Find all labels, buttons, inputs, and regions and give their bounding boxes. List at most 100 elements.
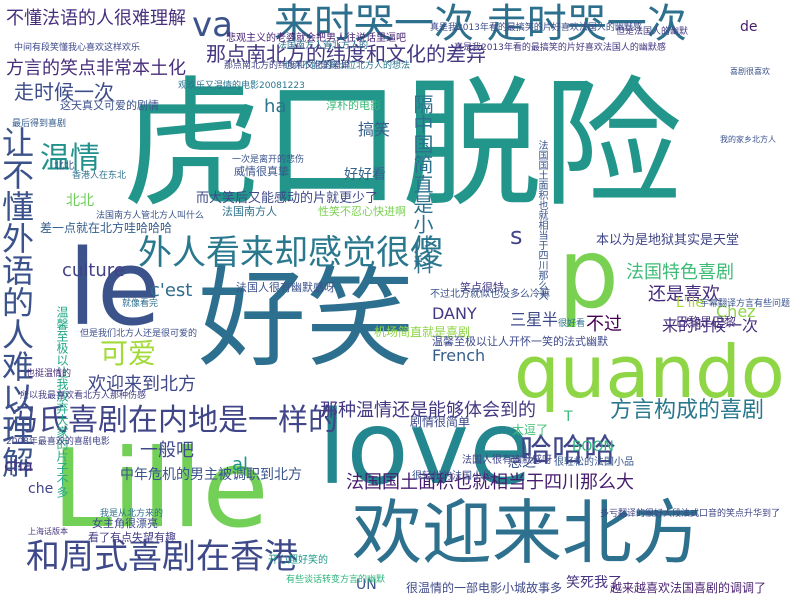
cloud-word: 威情很真挚	[234, 165, 289, 178]
cloud-word: 笑死我了	[566, 575, 622, 591]
cloud-word: 法国人很有幽默感呀	[236, 281, 335, 294]
cloud-word: 搞笑	[358, 120, 391, 139]
cloud-word: 冯氏喜剧在内地是一样的	[8, 403, 338, 438]
cloud-word: 方言的笑点非常本土化	[6, 58, 186, 79]
cloud-word: 机场简直就是喜剧	[374, 325, 471, 339]
cloud-word: 多亏翻译的很好大段法式口音的笑点升华到了	[600, 509, 781, 519]
cloud-word: UN	[356, 577, 377, 593]
cloud-word: 外人看来却感觉很傻	[138, 233, 444, 273]
cloud-word: 那种温情还是能够体会到的	[320, 400, 536, 421]
cloud-word: 越来越喜欢法国喜剧的调调了	[610, 581, 767, 595]
cloud-word: 不过	[586, 314, 622, 335]
cloud-word: 来时哭一次 走时哭一次	[274, 1, 687, 47]
cloud-word: 我是从北方来的	[100, 509, 164, 519]
cloud-word: 喜剧很喜欢	[730, 67, 770, 76]
cloud-word: 那点南北方的纬度和文化的差异	[206, 42, 486, 66]
cloud-word: 法国特色喜剧	[626, 262, 734, 283]
cloud-word: va	[192, 5, 233, 45]
cloud-word: 香港人在东北	[72, 171, 127, 181]
cloud-word: 但是我们北方人还是很可爱的	[80, 329, 198, 339]
cloud-word: 北北	[66, 193, 94, 209]
cloud-word: 法国南方人管北方人叫什么	[96, 211, 205, 221]
cloud-word: Lille	[52, 427, 269, 552]
cloud-word: 法国人很有幽默感呀	[462, 455, 552, 466]
cloud-word: 观欢乐又温情的电影20081223	[178, 81, 305, 91]
cloud-word: 这天真又可爱的剧情	[60, 99, 159, 112]
cloud-word: 不过北方就似也没多么冷嘛	[430, 289, 550, 300]
cloud-word: 太逗了	[512, 423, 549, 437]
cloud-word: 很好看	[558, 319, 586, 329]
cloud-word: 很温情的一部电影小城故事多	[406, 581, 563, 595]
cloud-word: 而大笑后又能感动的片就更少了	[196, 191, 379, 206]
cloud-word: 本以为是地狱其实是天堂	[596, 233, 740, 248]
cloud-word: 北北	[54, 161, 74, 172]
cloud-word: French	[432, 346, 486, 365]
cloud-word: 法国国土面积也就相当于四川那么大	[536, 140, 547, 300]
cloud-word: 总之	[508, 455, 536, 471]
cloud-word: 法国南方人管北方人的	[278, 41, 369, 51]
cloud-word: T	[564, 409, 573, 425]
cloud-word: DANY	[432, 304, 477, 323]
cloud-word: 三星半	[510, 310, 559, 329]
cloud-word: 不懂法语的人很难理解	[6, 8, 186, 29]
cloud-word: 但是法国人的幽默	[616, 27, 689, 37]
cloud-word: 可爱	[100, 337, 157, 370]
cloud-word: 女主角很漂亮	[92, 517, 158, 530]
cloud-word: 也挺温情的	[26, 369, 72, 379]
cloud-word: 淳朴的电影	[326, 99, 381, 112]
cloud-word: cha	[4, 456, 33, 475]
cloud-word: de	[740, 19, 758, 35]
cloud-word: 差一点就在北方哇哈哈哈	[40, 221, 173, 235]
cloud-word: 还是喜欢	[648, 284, 720, 305]
cloud-word: 中间有段笑懂我心喜欢这样欢乐	[14, 43, 141, 53]
cloud-word: 好笑	[198, 257, 415, 382]
cloud-word: 欢迎来到北方	[88, 374, 196, 395]
cloud-word: 我的家乡北方人	[720, 135, 776, 144]
cloud-word: 哈哈哈	[520, 431, 617, 469]
cloud-word: 方言构成的喜剧	[610, 398, 765, 423]
cloud-word: L'ile	[676, 295, 705, 311]
cloud-word: 2008年最喜欢的喜剧电影	[6, 437, 110, 447]
cloud-word: 笑点很特	[460, 281, 504, 294]
cloud-word: al	[232, 454, 249, 475]
cloud-word: culture	[62, 260, 125, 281]
cloud-word: 有些谈话转变方言的幽默	[286, 575, 386, 585]
cloud-word: 欢迎来北方	[352, 492, 702, 574]
cloud-word: quando	[514, 330, 785, 414]
cloud-word: 看了有点失望有趣	[88, 531, 176, 544]
cloud-word: 一般吧	[140, 440, 194, 461]
cloud-word: 就像看完	[122, 299, 159, 309]
cloud-word: 法国国土面积也就相当于四川那么大	[346, 472, 634, 493]
cloud-word: 悲观主义的老婆就会把男人往说话里逼吧	[226, 33, 406, 44]
cloud-word: 真是我2013年看的最搞笑的片好喜欢法国人的幽默感	[454, 43, 666, 53]
cloud-word: 让不懂外语的人难以理解	[0, 126, 35, 478]
cloud-word: ha	[264, 96, 287, 117]
cloud-word: 性笑不忍心快进啊	[318, 205, 406, 218]
cloud-word: 走时候一次	[14, 80, 114, 104]
cloud-word: che	[28, 481, 54, 497]
cloud-word: 虎口脱险	[122, 64, 683, 227]
cloud-word: 很轻松的法国小品	[554, 457, 634, 468]
cloud-word: 温情	[40, 141, 100, 176]
cloud-word: 一次是离开的悲伤	[232, 155, 305, 165]
cloud-word: s	[510, 222, 523, 250]
cloud-word: 中年危机的男主被调职到北方	[120, 467, 302, 483]
cloud-word: 温馨至极以让人开怀一笑的法式幽默	[432, 335, 608, 348]
cloud-word: 所以我最喜欢看北方人那种伤感	[20, 391, 147, 401]
cloud-word: BOON	[572, 439, 614, 455]
cloud-word: love	[318, 389, 532, 508]
cloud-word: 真是我2013年看的最搞笑的片好喜欢法国人的幽默感	[430, 23, 642, 33]
cloud-word: 剧情很简单	[410, 415, 471, 429]
cloud-word: 法国南方人	[222, 205, 277, 218]
cloud-word: 上海话版本	[28, 527, 68, 536]
cloud-word: 那点南北方的纬度和文化的差异	[224, 61, 351, 71]
cloud-word: 宇幕翻译方言有些问题	[700, 299, 791, 309]
cloud-word: 好好看	[344, 167, 386, 183]
cloud-word: 温馨至极以让我放弃大家的片子不多	[55, 306, 69, 498]
cloud-word: 来的时候一次	[662, 316, 759, 335]
cloud-word: 隔中国简直是小儿科	[410, 94, 434, 274]
cloud-word: p	[558, 218, 619, 330]
cloud-word: 最后得到喜剧	[12, 119, 67, 129]
cloud-word: le	[68, 227, 161, 349]
